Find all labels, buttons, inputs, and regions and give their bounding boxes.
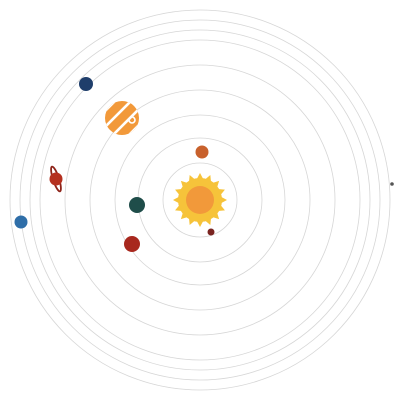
orbit-ring — [19, 19, 381, 381]
sun-ray — [212, 212, 220, 220]
striped-orange-planet-icon — [105, 101, 139, 135]
orbit-ring — [64, 64, 336, 336]
red-planet-icon — [124, 236, 140, 252]
sun-core — [186, 186, 214, 214]
sun-ray — [173, 196, 180, 204]
ringed-red-planet-icon — [49, 172, 63, 186]
orbit-ring — [39, 39, 361, 361]
orbit-ring — [9, 9, 391, 391]
planet-mars — [124, 236, 140, 252]
sun-icon — [173, 173, 227, 227]
sun-ray — [212, 180, 220, 188]
planet-venus — [195, 145, 209, 159]
orbit-ring — [162, 162, 238, 238]
dark-blue-planet-icon — [79, 77, 93, 91]
sun-ray — [180, 180, 188, 188]
sun-ray — [180, 212, 188, 220]
orbit-rings — [9, 9, 391, 391]
orbit-ring — [89, 89, 311, 311]
planet-saturn — [49, 165, 63, 193]
dark-teal-planet-icon — [129, 197, 145, 213]
orange-planet-icon — [195, 145, 209, 159]
orbit-ring — [29, 29, 371, 371]
tiny-dark-dot-icon — [390, 182, 394, 186]
planet-earth — [129, 197, 145, 213]
planets — [14, 77, 394, 252]
sun-ray — [196, 173, 204, 180]
planet-pluto — [390, 182, 394, 186]
planet-jupiter — [105, 101, 139, 135]
planet-mercury — [207, 228, 215, 236]
jupiter-stripes — [105, 101, 139, 135]
sun-ray — [196, 220, 204, 227]
sun-ray — [220, 196, 227, 204]
small-dark-red-planet-icon — [207, 228, 215, 236]
orbit-ring — [114, 114, 286, 286]
planet-neptune — [14, 215, 28, 229]
blue-planet-icon — [14, 215, 28, 229]
planet-uranus — [79, 77, 93, 91]
